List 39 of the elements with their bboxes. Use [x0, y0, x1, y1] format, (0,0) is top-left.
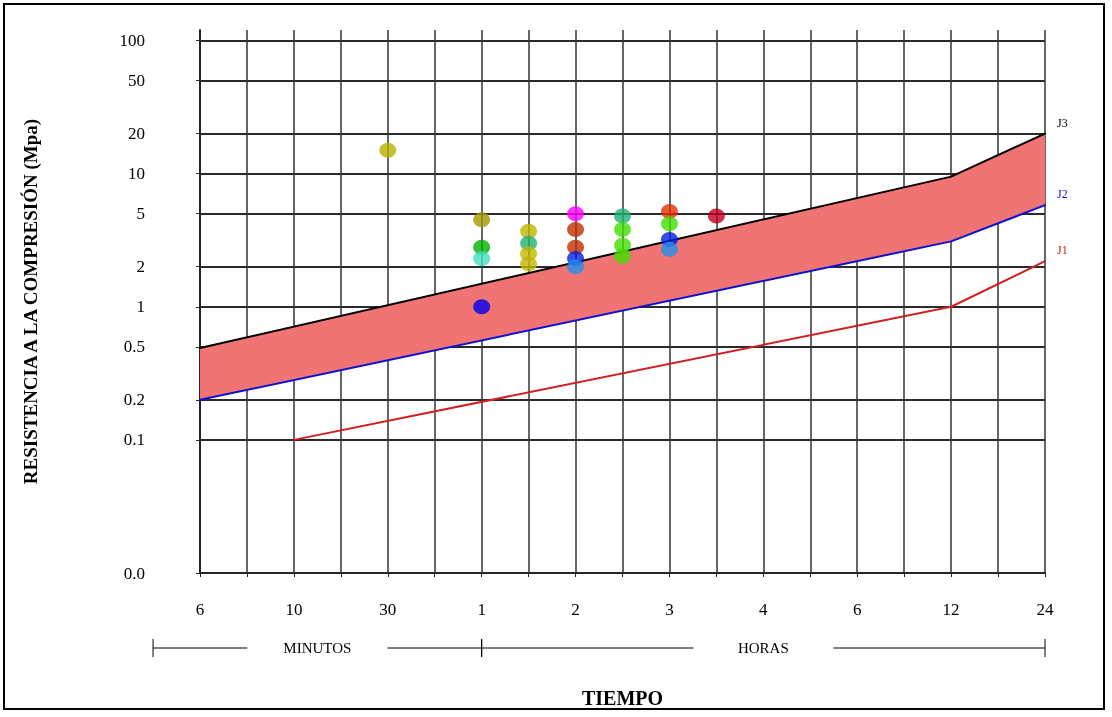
y-axis-title: RESISTENCIA A LA COMPRESIÓN (Mpa): [20, 118, 42, 485]
x-tick-label: 6: [195, 600, 205, 619]
point: [567, 206, 585, 222]
point: [660, 216, 678, 232]
y-tick-label: 5: [136, 204, 145, 224]
point: [379, 142, 397, 158]
y-tick-label: 10: [128, 164, 145, 184]
x-tick-label: 4: [759, 600, 769, 619]
point: [473, 212, 491, 228]
y-tick-label: 1: [136, 297, 145, 317]
y-tick-label: 100: [119, 31, 145, 51]
series-label: J1: [1057, 243, 1068, 258]
point: [707, 208, 725, 224]
text: MINUTOS: [283, 640, 352, 656]
point: [473, 299, 491, 315]
point: [567, 259, 585, 275]
x-tick-label: 30: [379, 600, 397, 619]
y-tick-label: 50: [128, 71, 145, 91]
point: [660, 203, 678, 219]
x-tick-label: 3: [665, 600, 674, 619]
y-tick-label: 0.5: [123, 337, 145, 357]
x-tick-label: 12: [942, 600, 960, 619]
y-tick-label: 2: [136, 257, 145, 277]
series-label: J3: [1057, 115, 1068, 130]
x-tick-label: 6: [852, 600, 862, 619]
y-tick-label: 0.2: [123, 390, 145, 410]
text: HORAS: [737, 640, 789, 656]
x-tick-label: 10: [285, 600, 303, 619]
x-tick-label: 1: [477, 600, 486, 619]
y-tick-label: 0.1: [123, 430, 145, 450]
point: [567, 222, 585, 238]
x-axis-title: TIEMPO: [581, 687, 664, 709]
series-label: J2: [1057, 187, 1068, 202]
x-tick-label: 2: [571, 600, 580, 619]
y-tick-label: 20: [128, 124, 145, 144]
x-tick-label: 24: [1036, 600, 1054, 619]
y-tick-label: 0.0: [123, 563, 145, 583]
point: [473, 251, 491, 267]
point: [660, 241, 678, 257]
